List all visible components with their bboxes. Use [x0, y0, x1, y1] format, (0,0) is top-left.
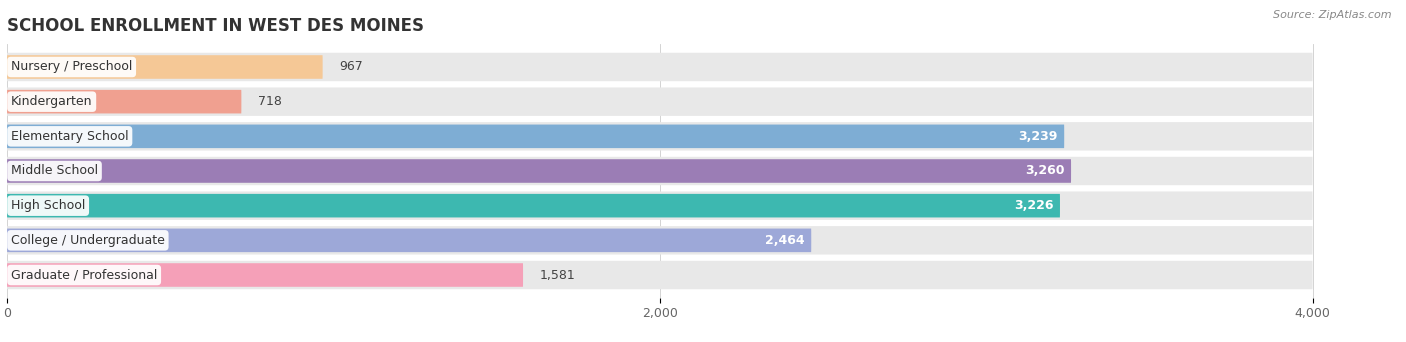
Text: Elementary School: Elementary School	[11, 130, 128, 143]
Text: 3,260: 3,260	[1025, 165, 1064, 177]
Text: SCHOOL ENROLLMENT IN WEST DES MOINES: SCHOOL ENROLLMENT IN WEST DES MOINES	[7, 16, 425, 35]
FancyBboxPatch shape	[7, 122, 1313, 150]
Text: 2,464: 2,464	[765, 234, 804, 247]
FancyBboxPatch shape	[7, 124, 1064, 148]
FancyBboxPatch shape	[7, 263, 523, 287]
FancyBboxPatch shape	[7, 53, 1313, 81]
FancyBboxPatch shape	[7, 157, 1313, 185]
Text: Source: ZipAtlas.com: Source: ZipAtlas.com	[1274, 10, 1392, 20]
FancyBboxPatch shape	[7, 228, 811, 252]
Text: 718: 718	[257, 95, 281, 108]
Text: 3,239: 3,239	[1018, 130, 1057, 143]
Text: Graduate / Professional: Graduate / Professional	[11, 268, 157, 281]
FancyBboxPatch shape	[7, 261, 1313, 289]
Text: Kindergarten: Kindergarten	[11, 95, 93, 108]
Text: 1,581: 1,581	[540, 268, 575, 281]
FancyBboxPatch shape	[7, 55, 322, 79]
FancyBboxPatch shape	[7, 159, 1071, 183]
FancyBboxPatch shape	[7, 226, 1313, 254]
FancyBboxPatch shape	[7, 90, 242, 114]
Text: 3,226: 3,226	[1014, 199, 1053, 212]
Text: College / Undergraduate: College / Undergraduate	[11, 234, 165, 247]
Text: 967: 967	[339, 61, 363, 74]
Text: High School: High School	[11, 199, 86, 212]
FancyBboxPatch shape	[7, 88, 1313, 116]
FancyBboxPatch shape	[7, 194, 1060, 218]
Text: Nursery / Preschool: Nursery / Preschool	[11, 61, 132, 74]
FancyBboxPatch shape	[7, 192, 1313, 220]
Text: Middle School: Middle School	[11, 165, 98, 177]
